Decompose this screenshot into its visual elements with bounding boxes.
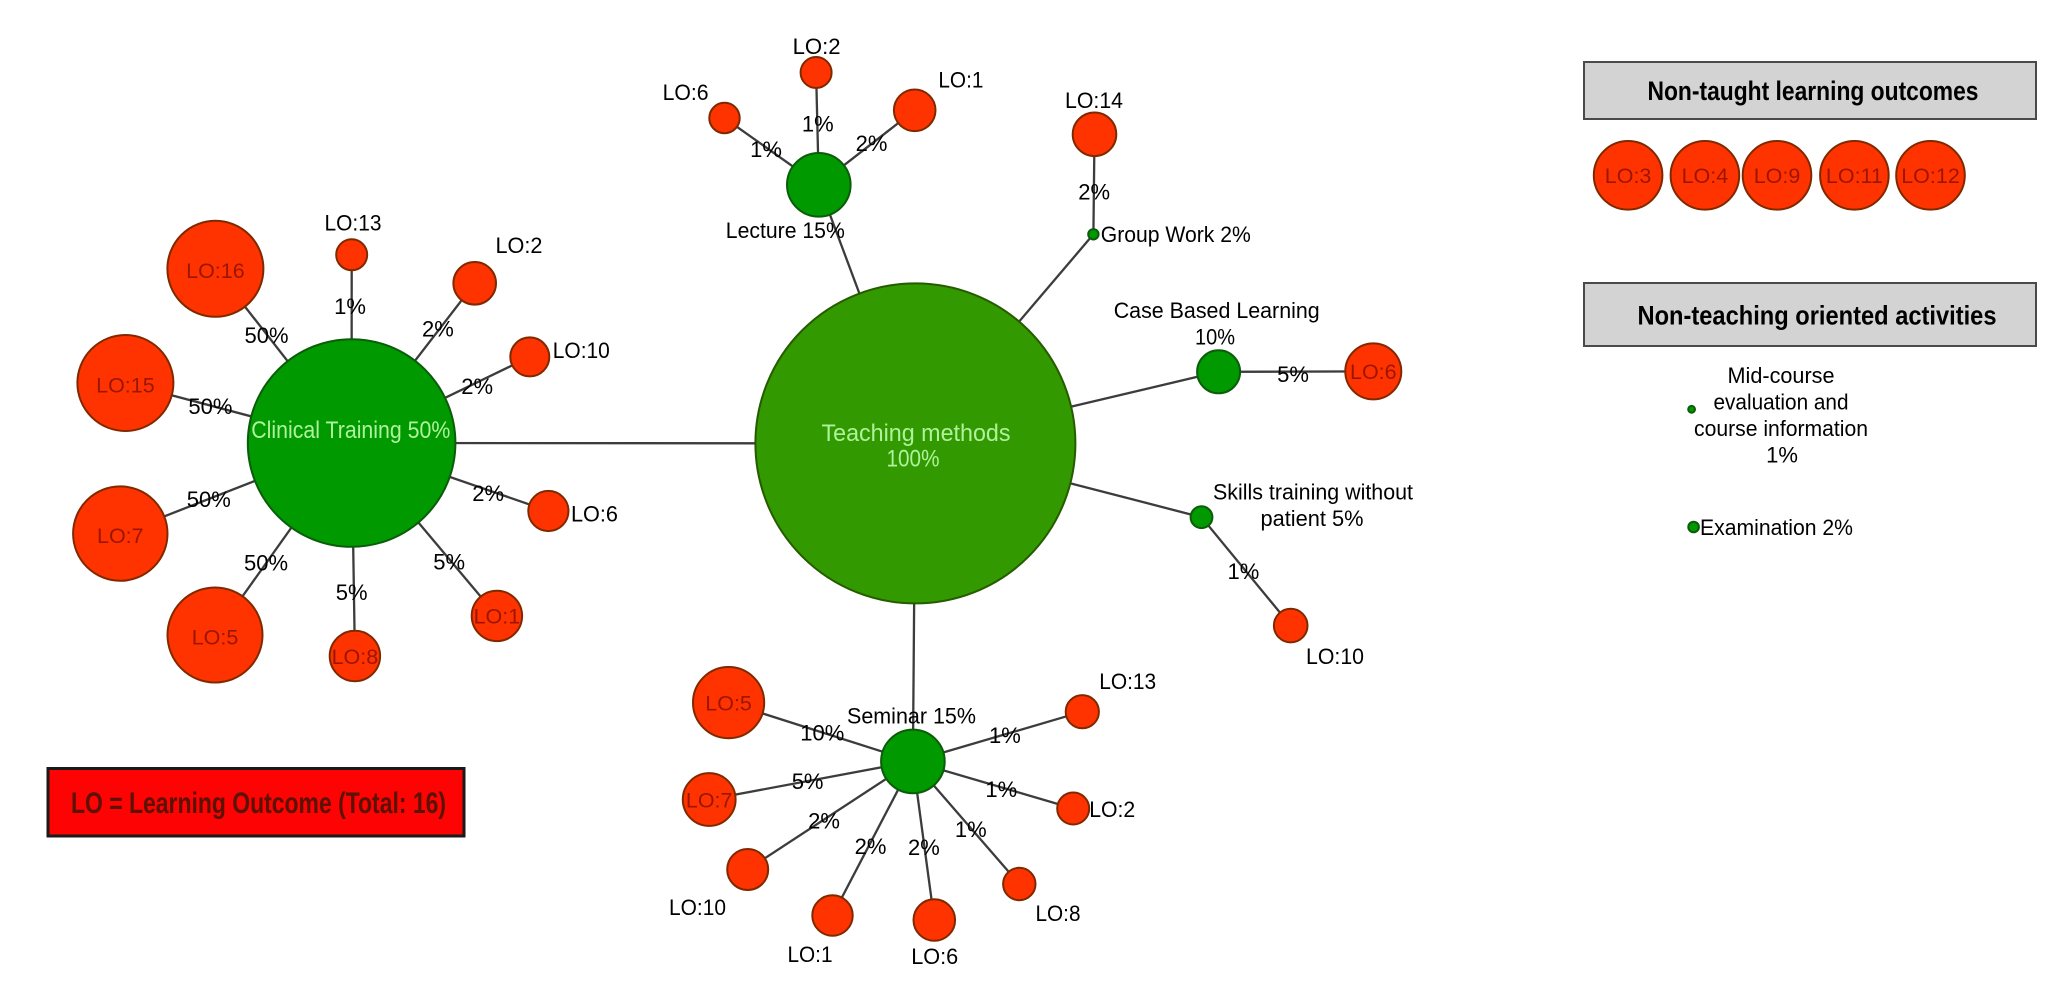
svg-text:Examination 2%: Examination 2% [1700, 515, 1853, 540]
svg-text:LO:7: LO:7 [97, 524, 144, 548]
svg-text:LO:2: LO:2 [793, 34, 841, 59]
svg-text:Teaching methods: Teaching methods [822, 420, 1011, 447]
svg-text:1%: 1% [802, 112, 834, 137]
svg-text:50%: 50% [187, 487, 231, 512]
svg-text:1%: 1% [955, 817, 987, 842]
svg-text:Lecture 15%: Lecture 15% [726, 218, 845, 243]
svg-text:LO:16: LO:16 [186, 259, 245, 283]
svg-text:LO:12: LO:12 [1901, 164, 1960, 188]
svg-text:Seminar 15%: Seminar 15% [847, 704, 976, 729]
svg-text:50%: 50% [244, 323, 288, 348]
svg-text:LO:6: LO:6 [1350, 360, 1397, 384]
svg-text:LO:6: LO:6 [663, 80, 709, 105]
svg-text:LO:15: LO:15 [96, 373, 155, 397]
svg-text:2%: 2% [1078, 180, 1110, 205]
svg-text:LO:8: LO:8 [1036, 901, 1081, 926]
svg-text:2%: 2% [856, 131, 888, 156]
svg-text:2%: 2% [472, 481, 504, 506]
svg-text:50%: 50% [188, 394, 232, 419]
svg-text:1%: 1% [1766, 443, 1798, 468]
svg-text:LO:10: LO:10 [669, 895, 726, 920]
svg-text:LO:13: LO:13 [325, 211, 382, 236]
svg-text:LO:11: LO:11 [1826, 164, 1883, 188]
svg-text:LO:5: LO:5 [192, 625, 239, 649]
svg-text:LO:8: LO:8 [332, 645, 379, 669]
svg-text:LO:4: LO:4 [1682, 164, 1729, 188]
svg-text:Clinical Training 50%: Clinical Training 50% [251, 417, 450, 444]
svg-text:Skills training without: Skills training without [1213, 479, 1413, 504]
svg-text:Case Based Learning: Case Based Learning [1114, 298, 1320, 323]
svg-text:LO:6: LO:6 [571, 502, 618, 527]
svg-text:LO:2: LO:2 [496, 233, 543, 258]
svg-text:50%: 50% [244, 551, 288, 576]
svg-text:LO:10: LO:10 [1306, 644, 1364, 669]
svg-text:2%: 2% [855, 834, 887, 859]
svg-text:1%: 1% [750, 137, 782, 162]
svg-text:Group Work 2%: Group Work 2% [1101, 222, 1251, 247]
svg-text:LO:14: LO:14 [1065, 88, 1123, 113]
svg-text:LO:7: LO:7 [686, 788, 733, 812]
svg-text:2%: 2% [808, 809, 840, 834]
svg-text:LO = Learning Outcome (Total:: LO = Learning Outcome (Total: 16) [71, 787, 446, 820]
svg-text:Non-teaching oriented activiti: Non-teaching oriented activities [1638, 301, 1997, 331]
svg-text:5%: 5% [336, 580, 368, 605]
svg-text:LO:1: LO:1 [938, 68, 983, 93]
svg-text:1%: 1% [334, 294, 366, 319]
svg-text:5%: 5% [433, 550, 465, 575]
svg-text:5%: 5% [1277, 362, 1309, 387]
svg-text:10%: 10% [1195, 325, 1235, 350]
svg-text:LO:6: LO:6 [911, 944, 958, 969]
svg-text:LO:2: LO:2 [1089, 797, 1135, 822]
svg-text:LO:5: LO:5 [705, 691, 752, 715]
svg-text:LO:1: LO:1 [474, 605, 521, 629]
svg-text:2%: 2% [422, 317, 454, 342]
svg-text:1%: 1% [989, 723, 1021, 748]
svg-text:LO:9: LO:9 [1754, 164, 1801, 188]
svg-text:LO:1: LO:1 [788, 942, 833, 967]
svg-text:100%: 100% [887, 446, 940, 473]
svg-text:1%: 1% [1228, 559, 1260, 584]
svg-text:LO:13: LO:13 [1099, 669, 1156, 694]
svg-text:evaluation and: evaluation and [1714, 390, 1849, 415]
svg-text:2%: 2% [461, 374, 493, 399]
svg-text:Mid-course: Mid-course [1728, 363, 1835, 388]
svg-text:LO:3: LO:3 [1605, 164, 1652, 188]
svg-text:1%: 1% [985, 777, 1017, 802]
svg-text:2%: 2% [908, 835, 940, 860]
svg-text:patient 5%: patient 5% [1261, 506, 1364, 531]
svg-text:course information: course information [1694, 416, 1868, 441]
svg-text:10%: 10% [800, 721, 844, 746]
svg-text:Non-taught learning outcomes: Non-taught learning outcomes [1648, 76, 1979, 106]
svg-text:LO:10: LO:10 [553, 338, 610, 363]
svg-text:5%: 5% [792, 769, 824, 794]
